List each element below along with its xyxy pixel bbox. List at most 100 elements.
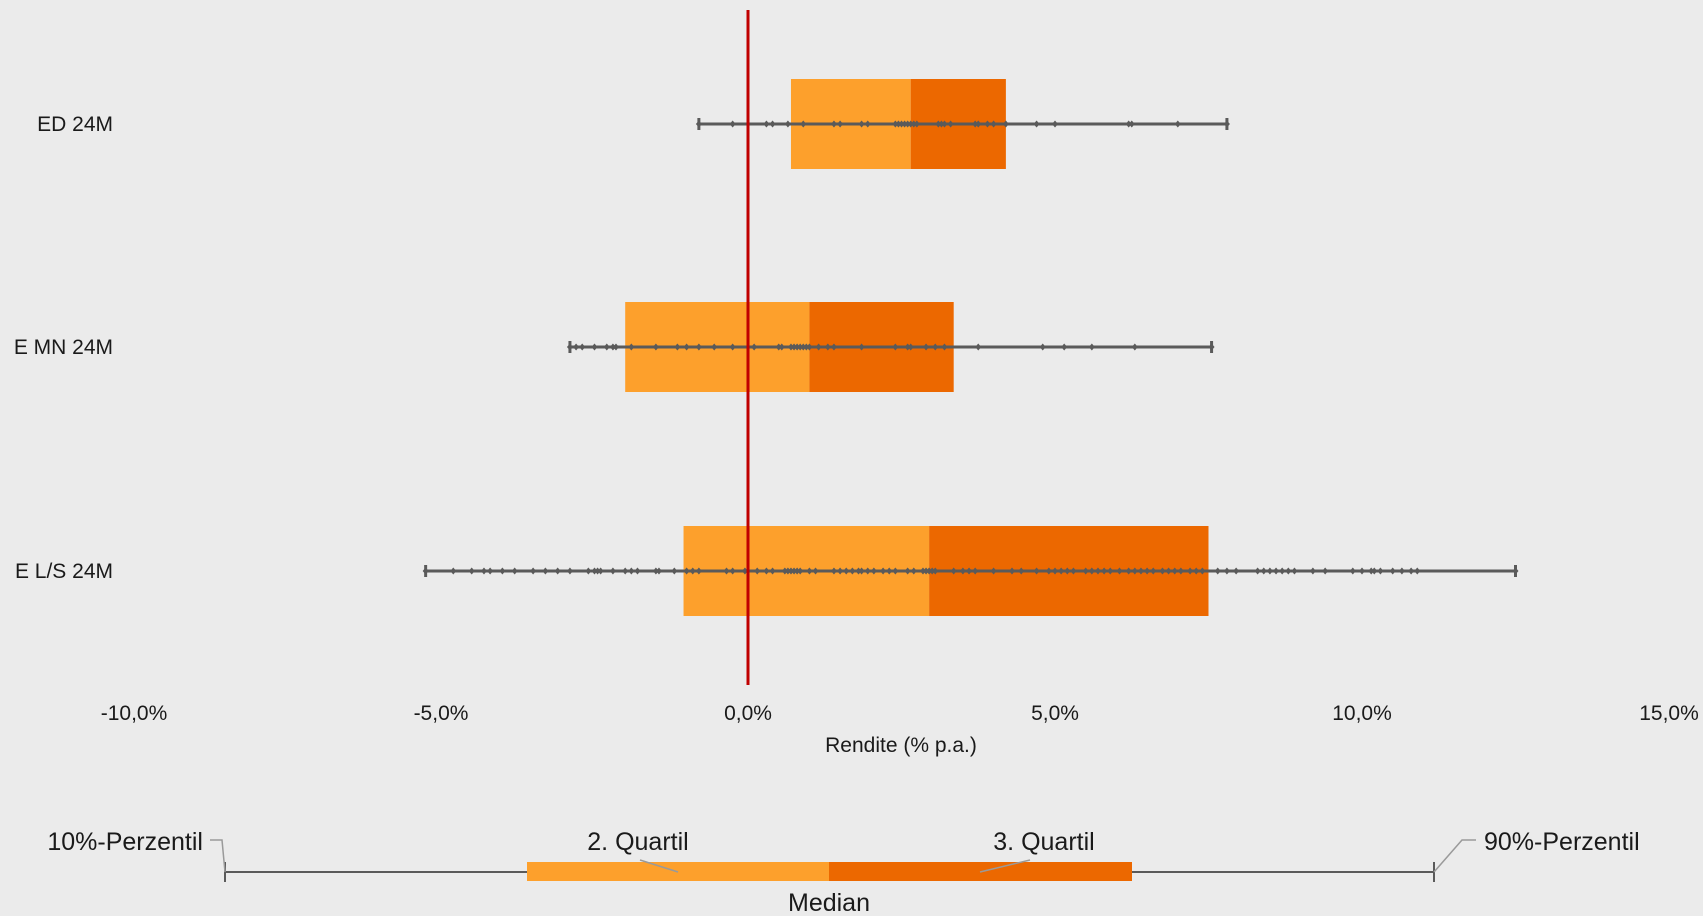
data-point xyxy=(499,567,506,575)
data-point xyxy=(938,120,945,128)
data-point xyxy=(797,567,804,575)
data-point xyxy=(791,567,798,575)
data-point xyxy=(695,343,702,351)
data-point xyxy=(880,567,887,575)
data-point xyxy=(1377,567,1384,575)
data-point xyxy=(1045,567,1052,575)
data-point xyxy=(791,343,798,351)
data-point xyxy=(1260,567,1267,575)
data-point xyxy=(1116,567,1123,575)
data-point xyxy=(729,343,736,351)
data-point xyxy=(837,120,844,128)
legend-q3-leader xyxy=(979,859,1031,873)
data-point xyxy=(907,343,914,351)
data-point xyxy=(1131,343,1138,351)
data-point xyxy=(1208,343,1215,351)
data-point xyxy=(775,343,782,351)
data-point xyxy=(806,343,813,351)
data-point xyxy=(787,343,794,351)
data-point xyxy=(1165,567,1172,575)
data-point xyxy=(778,343,785,351)
data-point xyxy=(1174,120,1181,128)
data-point xyxy=(947,120,954,128)
data-point xyxy=(830,343,837,351)
data-point xyxy=(837,567,844,575)
legend-p90-label: 90%-Perzentil xyxy=(1484,828,1640,856)
data-point xyxy=(1002,120,1009,128)
data-point xyxy=(855,567,862,575)
data-point xyxy=(1254,567,1261,575)
data-point xyxy=(1177,567,1184,575)
data-point xyxy=(858,120,865,128)
data-point xyxy=(1398,567,1405,575)
data-point xyxy=(787,567,794,575)
legend: 10%-Perzentil 2. Quartil 3. Quartil 90%-… xyxy=(47,828,1639,916)
data-point xyxy=(984,120,991,128)
data-point xyxy=(1368,567,1375,575)
data-point xyxy=(794,343,801,351)
data-point xyxy=(1125,120,1132,128)
data-point xyxy=(1193,567,1200,575)
data-point xyxy=(591,343,598,351)
x-tick-label: -5,0% xyxy=(414,702,469,725)
data-point xyxy=(1233,567,1240,575)
data-point xyxy=(941,343,948,351)
data-point xyxy=(892,343,899,351)
data-point xyxy=(603,343,610,351)
data-point xyxy=(763,120,770,128)
data-point xyxy=(898,120,905,128)
data-point xyxy=(751,343,758,351)
data-point xyxy=(935,120,942,128)
data-point xyxy=(597,567,604,575)
data-point xyxy=(1061,343,1068,351)
data-point xyxy=(1070,567,1077,575)
data-point xyxy=(769,120,776,128)
data-point xyxy=(907,120,914,128)
data-point xyxy=(864,567,871,575)
data-point xyxy=(990,120,997,128)
data-point xyxy=(585,567,592,575)
legend-median-label: Median xyxy=(788,889,870,916)
data-point xyxy=(966,567,973,575)
data-point xyxy=(628,567,635,575)
data-point xyxy=(1064,567,1071,575)
data-point xyxy=(870,567,877,575)
data-point xyxy=(634,567,641,575)
legend-q3-label: 3. Quartil xyxy=(993,828,1094,856)
data-point xyxy=(806,567,813,575)
data-point xyxy=(1309,567,1316,575)
data-point xyxy=(1125,567,1132,575)
data-point xyxy=(1033,120,1040,128)
data-point xyxy=(929,567,936,575)
data-point xyxy=(892,120,899,128)
data-point xyxy=(919,567,926,575)
data-point xyxy=(923,567,930,575)
data-point xyxy=(711,343,718,351)
data-point xyxy=(683,567,690,575)
data-point xyxy=(950,567,957,575)
data-point xyxy=(1088,567,1095,575)
data-point xyxy=(511,567,518,575)
data-point xyxy=(754,567,761,575)
data-point xyxy=(468,567,475,575)
data-point xyxy=(1408,567,1415,575)
data-point xyxy=(858,343,865,351)
data-point xyxy=(655,567,662,575)
data-point xyxy=(803,343,810,351)
data-point xyxy=(800,343,807,351)
data-point xyxy=(1018,567,1025,575)
data-point xyxy=(886,567,893,575)
data-point xyxy=(864,120,871,128)
data-point xyxy=(797,343,804,351)
data-point xyxy=(594,567,601,575)
data-point xyxy=(487,567,494,575)
data-point xyxy=(843,567,850,575)
data-point xyxy=(1512,567,1519,575)
data-point xyxy=(1359,567,1365,575)
data-point xyxy=(1291,567,1298,575)
data-point xyxy=(579,343,586,351)
data-point xyxy=(784,120,791,128)
data-point xyxy=(723,567,730,575)
